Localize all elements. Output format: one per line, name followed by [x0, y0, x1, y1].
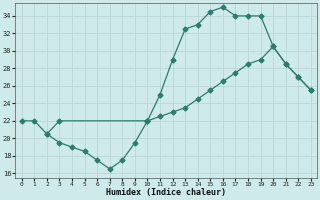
X-axis label: Humidex (Indice chaleur): Humidex (Indice chaleur) [106, 188, 226, 197]
